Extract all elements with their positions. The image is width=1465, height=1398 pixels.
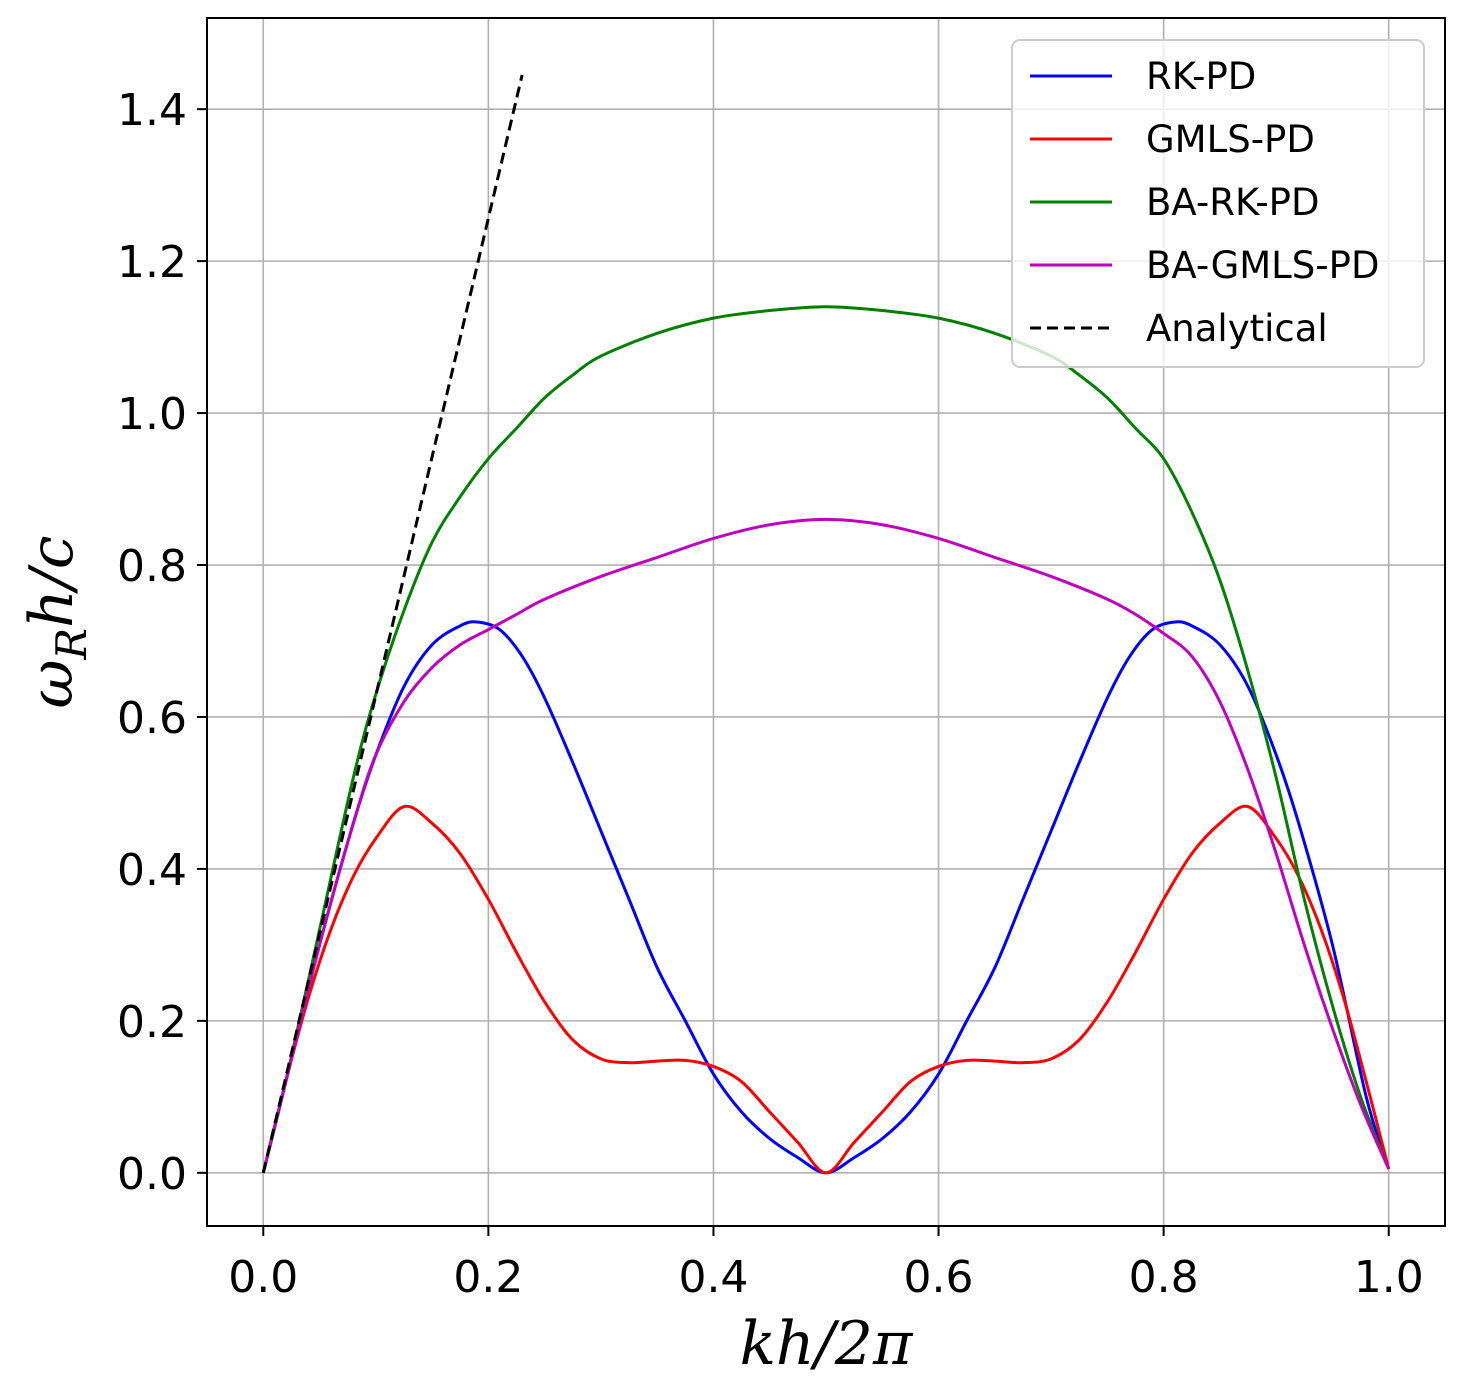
legend-label-gmls-pd: GMLS-PD — [1146, 118, 1315, 161]
x-tick-label: 0.8 — [1129, 1252, 1199, 1303]
series-group — [261, 74, 1391, 1175]
y-axis-title: ωRh/c — [17, 535, 96, 708]
y-tick-label: 1.0 — [117, 389, 187, 440]
tick-group: 0.0 0.2 0.4 0.6 0.8 1.0 0.0 0.2 0.4 0.6 0.8 1.0 1.2 1… — [117, 85, 1424, 1303]
x-tick-label: 0.0 — [228, 1252, 298, 1303]
y-tick-label: 0.8 — [117, 541, 187, 592]
y-axis-title-omega: ω — [17, 660, 87, 709]
series-line-analytical — [261, 74, 524, 1174]
series-line-ba-rk-pd — [261, 305, 1391, 1174]
x-tick-label: 0.2 — [453, 1252, 523, 1303]
y-axis-title-subscript: R — [47, 628, 96, 661]
y-axis-title-rest: h/c — [17, 535, 87, 627]
y-tick-label: 0.0 — [117, 1149, 187, 1200]
y-tick-label: 0.4 — [117, 845, 187, 896]
x-tick-label: 1.0 — [1354, 1252, 1424, 1303]
legend-label-ba-rk-pd: BA-RK-PD — [1146, 181, 1319, 224]
legend-box — [1011, 39, 1425, 368]
y-tick-label: 1.2 — [117, 237, 187, 288]
plot-frame — [206, 17, 1446, 1227]
series-line-ba-gmls-pd — [261, 517, 1391, 1174]
y-tick-label: 1.4 — [117, 85, 187, 136]
x-tick-label: 0.6 — [904, 1252, 974, 1303]
x-axis-title: kh/2π — [740, 1309, 914, 1379]
y-tick-label: 0.6 — [117, 693, 187, 744]
y-tick-label: 0.2 — [117, 997, 187, 1048]
legend: RK-PD GMLS-PD BA-RK-PD BA-GMLS-PD Analytical — [1011, 39, 1425, 368]
legend-label-rk-pd: RK-PD — [1146, 55, 1256, 98]
legend-label-ba-gmls-pd: BA-GMLS-PD — [1146, 244, 1379, 287]
x-tick-label: 0.4 — [678, 1252, 748, 1303]
series-line-gmls-pd — [261, 804, 1391, 1175]
legend-label-analytical: Analytical — [1146, 307, 1328, 350]
